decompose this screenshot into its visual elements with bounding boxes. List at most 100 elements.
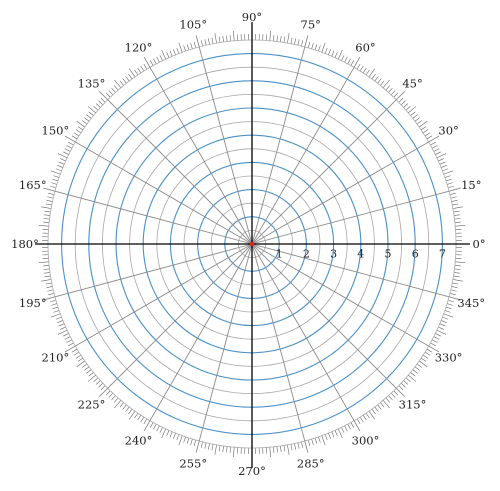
degree-tick (314, 44, 318, 51)
degree-tick (374, 406, 379, 412)
degree-tick (222, 445, 224, 452)
degree-tick (156, 425, 160, 432)
degree-tick (426, 135, 433, 140)
degree-tick (273, 35, 275, 42)
degree-tick (183, 436, 186, 443)
degree-tick (50, 299, 56, 303)
degree-tick (442, 168, 449, 172)
degree-tick (208, 443, 210, 450)
degree-tick (218, 36, 221, 43)
degree-tick (420, 126, 427, 131)
degree-tick (356, 418, 361, 425)
radial-spoke (143, 56, 253, 245)
degree-tick (87, 106, 96, 114)
degree-tick (276, 446, 278, 453)
degree-tick (350, 422, 355, 428)
degree-tick (46, 200, 53, 202)
radius-labels: 1 2 3 4 5 6 7 (276, 248, 446, 261)
degree-tick (108, 90, 114, 96)
radial-spoke (251, 243, 361, 432)
degree-tick (193, 440, 197, 446)
degree-tick (153, 423, 157, 430)
degree-tick (122, 404, 127, 410)
degree-tick (328, 433, 331, 439)
degree-tick (334, 430, 338, 436)
degree-tick (443, 313, 454, 318)
degree-tick (87, 374, 96, 382)
angle-label: 90° (242, 10, 262, 24)
degree-tick (422, 354, 429, 359)
angle-label: 270° (238, 464, 266, 478)
degree-tick (193, 42, 197, 48)
degree-tick (377, 404, 382, 410)
degree-tick (422, 129, 429, 134)
degree-tick (46, 286, 53, 288)
degree-tick (84, 117, 90, 122)
degree-tick (385, 85, 390, 91)
degree-tick (341, 427, 345, 433)
degree-tick (410, 372, 416, 377)
degree-tick (414, 366, 420, 371)
degree-tick (77, 126, 84, 131)
degree-tick (173, 49, 176, 55)
degree-tick (420, 357, 427, 362)
degree-tick (43, 265, 50, 267)
degree-tick (43, 268, 50, 270)
degree-tick (430, 342, 436, 347)
radial-spoke (195, 243, 253, 453)
degree-tick (307, 42, 311, 48)
degree-tick (64, 336, 71, 340)
degree-tick (311, 438, 314, 445)
degree-tick (73, 132, 80, 137)
degree-tick (454, 218, 461, 220)
angle-label: 330° (435, 351, 463, 365)
degree-tick (186, 44, 190, 51)
degree-tick (321, 435, 326, 446)
degree-tick (337, 428, 343, 439)
degree-tick (51, 303, 58, 306)
degree-tick (95, 380, 101, 385)
degree-tick (365, 69, 370, 76)
degree-tick (66, 145, 73, 149)
degree-tick (280, 445, 282, 452)
degree-tick (441, 320, 447, 323)
degree-tick (410, 111, 416, 116)
degree-tick (169, 50, 173, 57)
degree-tick (454, 268, 461, 270)
degree-tick (359, 65, 364, 72)
degree-tick (119, 402, 124, 408)
angle-label: 300° (352, 434, 380, 448)
degree-tick (455, 261, 466, 263)
degree-tick (128, 408, 133, 415)
degree-tick (47, 196, 54, 199)
degree-tick (114, 79, 122, 88)
degree-tick (398, 97, 404, 103)
degree-tick (76, 121, 86, 128)
degree-tick (114, 397, 119, 403)
degree-tick (442, 316, 449, 320)
radial-spoke (195, 35, 253, 245)
degree-tick (57, 320, 63, 323)
degree-tick (159, 55, 163, 61)
radial-spoke (251, 90, 406, 245)
degree-tick (156, 56, 160, 63)
angle-label: 255° (179, 456, 207, 470)
degree-tick (426, 348, 433, 353)
degree-tick (424, 132, 431, 137)
degree-tick (453, 272, 460, 274)
degree-tick (88, 111, 94, 116)
degree-tick (331, 50, 335, 57)
angle-label: 30° (438, 124, 458, 138)
degree-tick (350, 60, 355, 66)
degree-tick (368, 410, 375, 420)
degree-tick (448, 185, 454, 189)
degree-tick (81, 120, 88, 125)
degree-tick (190, 43, 193, 50)
degree-tick (307, 440, 311, 446)
degree-tick (57, 153, 68, 159)
degree-tick (454, 221, 461, 223)
degree-tick (108, 392, 114, 398)
degree-tick (44, 214, 51, 216)
degree-tick (294, 443, 296, 450)
